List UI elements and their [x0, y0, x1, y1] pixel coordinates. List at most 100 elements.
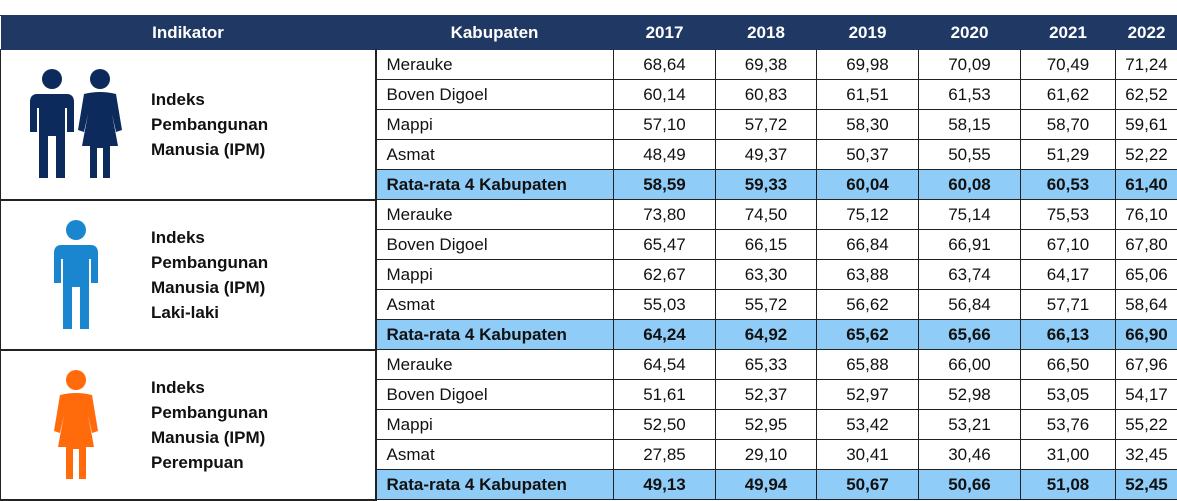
value-cell: 68,64 — [614, 50, 716, 80]
person-icon — [52, 369, 100, 481]
value-cell: 49,94 — [716, 470, 817, 500]
value-cell: 60,53 — [1021, 170, 1116, 200]
value-cell: 57,72 — [716, 110, 817, 140]
indicator-line: Manusia (IPM) — [151, 137, 268, 162]
value-cell: 58,64 — [1116, 290, 1177, 320]
indicator-line: Laki-laki — [151, 300, 268, 325]
value-cell: 62,52 — [1116, 80, 1177, 110]
column-header: 2022 — [1116, 16, 1177, 50]
value-cell: 53,05 — [1021, 380, 1116, 410]
value-cell: 69,38 — [716, 50, 817, 80]
kabupaten: Mappi — [376, 260, 614, 290]
indicator-line: Indeks — [151, 87, 268, 112]
value-cell: 59,33 — [716, 170, 817, 200]
value-cell: 53,42 — [817, 410, 919, 440]
value-cell: 66,50 — [1021, 350, 1116, 380]
kabupaten: Mappi — [376, 110, 614, 140]
person-icon — [28, 68, 124, 180]
value-cell: 60,08 — [919, 170, 1021, 200]
indicator-line: Manusia (IPM) — [151, 425, 268, 450]
value-cell: 63,88 — [817, 260, 919, 290]
value-cell: 51,08 — [1021, 470, 1116, 500]
value-cell: 61,51 — [817, 80, 919, 110]
value-cell: 66,13 — [1021, 320, 1116, 350]
value-cell: 58,30 — [817, 110, 919, 140]
indicator-icon — [1, 219, 151, 331]
column-header: 2018 — [716, 16, 817, 50]
column-header: 2020 — [919, 16, 1021, 50]
column-header: Indikator — [1, 16, 376, 50]
value-cell: 29,10 — [716, 440, 817, 470]
indicator-line: Indeks — [151, 375, 268, 400]
kabupaten: Rata-rata 4 Kabupaten — [376, 320, 614, 350]
value-cell: 64,17 — [1021, 260, 1116, 290]
column-header: 2017 — [614, 16, 716, 50]
indicator-line: Indeks — [151, 225, 268, 250]
value-cell: 50,66 — [919, 470, 1021, 500]
value-cell: 61,53 — [919, 80, 1021, 110]
value-cell: 60,83 — [716, 80, 817, 110]
value-cell: 67,80 — [1116, 230, 1177, 260]
value-cell: 75,53 — [1021, 200, 1116, 230]
value-cell: 57,71 — [1021, 290, 1116, 320]
value-cell: 49,13 — [614, 470, 716, 500]
value-cell: 50,37 — [817, 140, 919, 170]
value-cell: 52,22 — [1116, 140, 1177, 170]
value-cell: 51,29 — [1021, 140, 1116, 170]
column-header: Kabupaten — [376, 16, 614, 50]
value-cell: 64,24 — [614, 320, 716, 350]
value-cell: 62,67 — [614, 260, 716, 290]
value-cell: 66,90 — [1116, 320, 1177, 350]
indicator-icon — [1, 68, 151, 180]
value-cell: 59,61 — [1116, 110, 1177, 140]
value-cell: 63,74 — [919, 260, 1021, 290]
kabupaten: Boven Digoel — [376, 230, 614, 260]
value-cell: 30,41 — [817, 440, 919, 470]
value-cell: 58,70 — [1021, 110, 1116, 140]
kabupaten: Rata-rata 4 Kabupaten — [376, 470, 614, 500]
value-cell: 52,95 — [716, 410, 817, 440]
kabupaten: Asmat — [376, 440, 614, 470]
value-cell: 61,40 — [1116, 170, 1177, 200]
value-cell: 56,84 — [919, 290, 1021, 320]
value-cell: 52,37 — [716, 380, 817, 410]
indicator-line: Perempuan — [151, 450, 268, 475]
value-cell: 75,14 — [919, 200, 1021, 230]
value-cell: 52,98 — [919, 380, 1021, 410]
indicator-icon — [1, 369, 151, 481]
value-cell: 65,66 — [919, 320, 1021, 350]
kabupaten: Asmat — [376, 140, 614, 170]
value-cell: 75,12 — [817, 200, 919, 230]
kabupaten: Asmat — [376, 290, 614, 320]
kabupaten: Rata-rata 4 Kabupaten — [376, 170, 614, 200]
value-cell: 52,50 — [614, 410, 716, 440]
kabupaten: Merauke — [376, 50, 614, 80]
value-cell: 66,91 — [919, 230, 1021, 260]
value-cell: 73,80 — [614, 200, 716, 230]
value-cell: 70,49 — [1021, 50, 1116, 80]
value-cell: 30,46 — [919, 440, 1021, 470]
value-cell: 55,03 — [614, 290, 716, 320]
value-cell: 64,54 — [614, 350, 716, 380]
value-cell: 65,33 — [716, 350, 817, 380]
kabupaten: Merauke — [376, 350, 614, 380]
value-cell: 65,88 — [817, 350, 919, 380]
value-cell: 61,62 — [1021, 80, 1116, 110]
value-cell: 65,47 — [614, 230, 716, 260]
value-cell: 66,00 — [919, 350, 1021, 380]
value-cell: 67,96 — [1116, 350, 1177, 380]
indicator-line: Pembangunan — [151, 250, 268, 275]
